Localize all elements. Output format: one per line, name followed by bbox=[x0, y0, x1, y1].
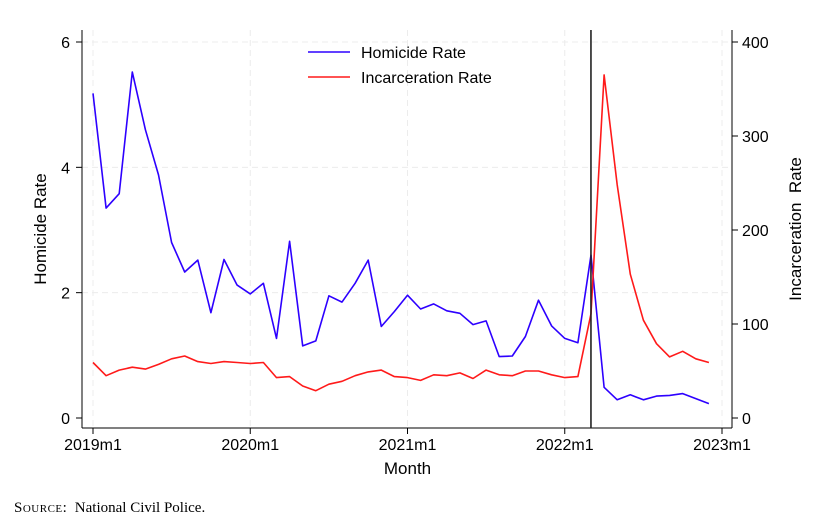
right-axis: 0 100 200 300 400 bbox=[732, 35, 769, 428]
source-text: National Civil Police. bbox=[74, 500, 206, 516]
left-y-axis-title: Homicide Rate bbox=[31, 173, 50, 285]
dual-axis-line-chart: 0 2 4 6 0 100 200 300 400 2019m1 2020m1 2021m1 202… bbox=[31, 30, 805, 478]
left-tick-label: 0 bbox=[61, 411, 70, 428]
x-axis-title: Month bbox=[384, 459, 431, 478]
source-label: Source: bbox=[14, 500, 68, 516]
left-tick-label: 2 bbox=[61, 286, 70, 303]
x-axis: 2019m1 2020m1 2021m1 2022m1 2023m1 bbox=[64, 428, 751, 454]
right-tick-label: 300 bbox=[742, 129, 769, 146]
plot-frame bbox=[81, 30, 733, 429]
right-tick-label: 0 bbox=[742, 411, 751, 428]
legend: Homicide Rate Incarceration Rate bbox=[308, 45, 492, 87]
right-tick-label: 400 bbox=[742, 35, 769, 52]
series-line-homicide-rate bbox=[92, 71, 710, 405]
x-tick-label: 2022m1 bbox=[536, 437, 594, 454]
right-y-axis-title: Incarceration Rate bbox=[786, 157, 805, 301]
x-tick-label: 2019m1 bbox=[64, 437, 122, 454]
right-tick-label: 100 bbox=[742, 317, 769, 334]
series-line-incarceration-rate bbox=[92, 74, 710, 392]
legend-label: Incarceration Rate bbox=[361, 70, 492, 87]
left-axis: 0 2 4 6 bbox=[61, 35, 82, 428]
legend-label: Homicide Rate bbox=[361, 45, 466, 62]
x-tick-label: 2023m1 bbox=[693, 437, 751, 454]
source-note: Source: National Civil Police. bbox=[14, 500, 205, 517]
left-tick-label: 4 bbox=[61, 160, 70, 177]
x-tick-label: 2020m1 bbox=[221, 437, 279, 454]
grid-lines bbox=[82, 30, 732, 428]
left-tick-label: 6 bbox=[61, 35, 70, 52]
x-tick-label: 2021m1 bbox=[379, 437, 437, 454]
right-tick-label: 200 bbox=[742, 223, 769, 240]
series-layer bbox=[92, 71, 710, 405]
